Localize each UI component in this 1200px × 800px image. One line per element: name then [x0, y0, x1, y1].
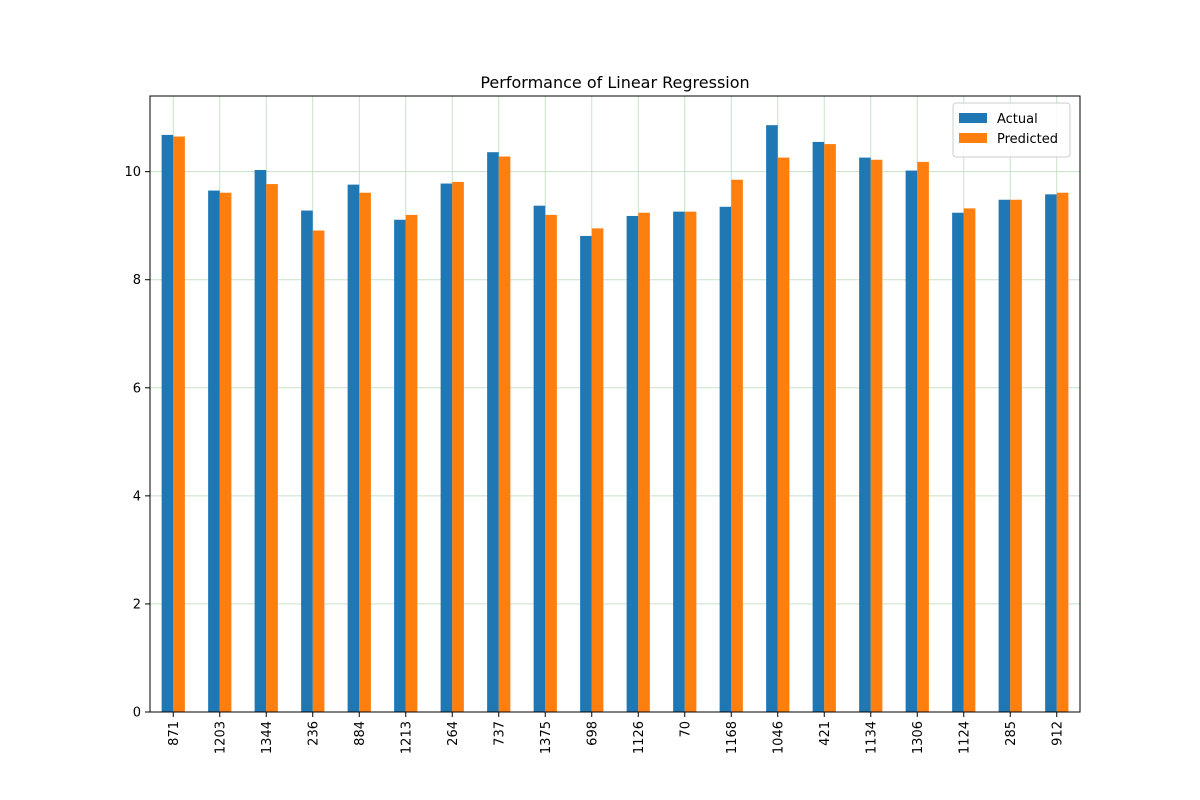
- bar-predicted: [638, 212, 650, 712]
- bar-predicted: [591, 228, 604, 712]
- bar-predicted: [545, 214, 557, 712]
- x-tick-label: 1213: [399, 721, 414, 754]
- bar-actual: [347, 184, 360, 712]
- bar-actual: [161, 134, 174, 712]
- x-tick-label: 1124: [957, 721, 972, 754]
- bar-actual: [719, 206, 732, 713]
- x-tick-label: 421: [818, 721, 833, 746]
- x-tick-label: 1168: [725, 721, 740, 754]
- bar-predicted: [777, 157, 790, 713]
- x-tick-label: 698: [585, 721, 600, 746]
- bar-actual: [766, 125, 778, 712]
- bar-predicted: [1056, 192, 1069, 713]
- x-tick-label: 912: [1050, 721, 1065, 746]
- bar-actual: [254, 170, 267, 712]
- bar-predicted: [359, 192, 371, 713]
- legend-swatch: [959, 133, 987, 143]
- bar-actual: [580, 235, 592, 713]
- y-tick-label: 10: [124, 165, 141, 180]
- bar-predicted: [312, 230, 325, 712]
- x-tick-label: 1375: [539, 721, 554, 754]
- bar-actual: [208, 190, 220, 712]
- bar-actual: [487, 152, 499, 713]
- bar-predicted: [266, 184, 278, 712]
- bar-predicted: [963, 208, 976, 712]
- bar-predicted: [824, 144, 836, 712]
- x-tick-label: 70: [678, 721, 693, 738]
- bar-actual: [812, 141, 825, 713]
- bar-actual: [673, 211, 685, 713]
- x-tick-label: 264: [446, 721, 461, 746]
- x-tick-label: 871: [167, 721, 182, 746]
- bar-actual: [394, 219, 406, 712]
- x-tick-label: 1134: [864, 721, 879, 754]
- bar-actual: [626, 215, 639, 713]
- x-tick-label: 285: [1004, 721, 1019, 746]
- bar-predicted: [219, 192, 232, 713]
- legend: Actual Predicted: [952, 102, 1071, 158]
- bar-actual: [905, 170, 918, 712]
- bar-predicted: [173, 136, 185, 713]
- y-axis: 0 2 4 6 8 10: [124, 165, 150, 721]
- y-tick-label: 0: [133, 706, 141, 721]
- plot-frame: [149, 95, 1081, 713]
- bar-actual: [1045, 194, 1057, 712]
- bar-actual: [533, 205, 546, 712]
- legend-label: Predicted: [997, 132, 1058, 147]
- legend-swatch: [959, 113, 987, 123]
- bar-actual: [440, 183, 453, 712]
- bar-predicted: [498, 156, 511, 713]
- legend-label: Actual: [997, 112, 1038, 127]
- x-tick-label: 236: [306, 721, 321, 746]
- x-axis: 871 1203 1344 236 884 1213 264 737 1375 698 1126 70…: [167, 712, 1065, 754]
- x-tick-label: 884: [353, 721, 368, 746]
- bar-predicted: [405, 214, 418, 712]
- bar-predicted: [452, 181, 464, 713]
- bar-predicted: [731, 179, 743, 712]
- x-tick-label: 1046: [771, 721, 786, 754]
- y-tick-label: 2: [133, 597, 141, 612]
- x-tick-label: 1126: [632, 721, 647, 754]
- x-tick-label: 737: [492, 721, 507, 746]
- bars: [161, 125, 1069, 713]
- bar-predicted: [917, 161, 929, 713]
- y-tick-label: 4: [133, 489, 141, 504]
- bar-actual: [952, 212, 964, 712]
- bar-predicted: [1010, 199, 1022, 712]
- x-tick-label: 1344: [260, 721, 275, 754]
- y-tick-label: 6: [133, 381, 141, 396]
- x-tick-label: 1203: [213, 721, 228, 754]
- chart-title: Performance of Linear Regression: [480, 73, 749, 92]
- y-tick-label: 8: [133, 273, 141, 288]
- bar-actual: [859, 157, 871, 713]
- x-tick-label: 1306: [911, 721, 926, 754]
- bar-predicted: [870, 159, 883, 712]
- bar-actual: [998, 199, 1011, 712]
- bar-predicted: [684, 211, 697, 713]
- bar-actual: [301, 210, 313, 712]
